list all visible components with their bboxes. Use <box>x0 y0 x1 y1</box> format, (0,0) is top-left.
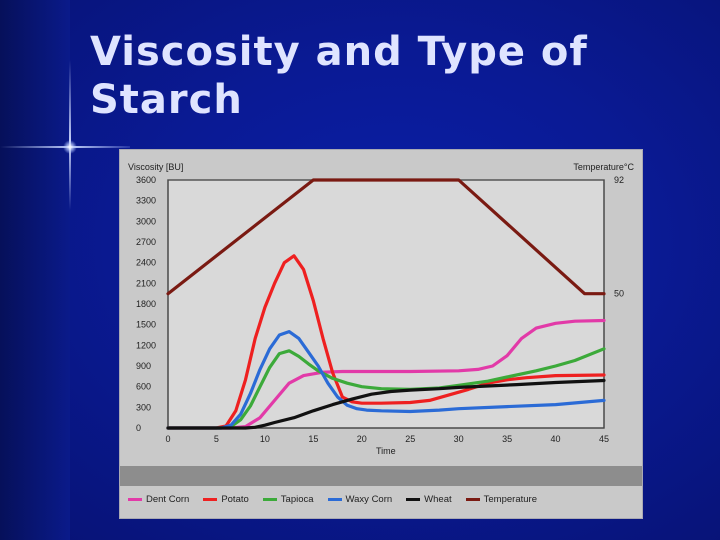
series-line-temperature <box>166 178 606 296</box>
legend-swatch <box>465 497 480 501</box>
plot-frame <box>167 179 605 429</box>
y-tick-label: 3600 <box>136 175 156 185</box>
slide-title: Viscosity and Type of Starch <box>90 29 588 123</box>
legend-item-tapioca: Tapioca <box>262 493 314 505</box>
right-tick-label: 50 <box>614 289 624 299</box>
y-tick-label: 2100 <box>136 278 156 288</box>
series-line-wheat <box>166 378 606 430</box>
x-tick-label: 0 <box>165 434 170 444</box>
legend-label: Tapioca <box>280 493 314 505</box>
chart-legend: Dent Corn Potato Tapioca Waxy Corn Wheat Temp… <box>120 486 642 512</box>
legend-item-temperature: Temperature <box>465 493 537 505</box>
x-axis-label: Time <box>376 446 396 456</box>
x-tick-label: 30 <box>454 434 464 444</box>
y-tick-label: 900 <box>136 361 151 371</box>
chart-plot-area: 0 5 10 15 20 25 30 35 40 45 0 300 600 900 1200 1500 180… <box>136 175 624 444</box>
slide-left-band <box>0 0 70 540</box>
x-tick-label: 45 <box>599 434 609 444</box>
legend-header-band <box>120 466 642 486</box>
series-line-dent-corn <box>166 318 606 430</box>
x-tick-label: 10 <box>260 434 270 444</box>
legend-swatch <box>262 497 277 501</box>
y-tick-label: 1800 <box>136 299 156 309</box>
x-tick-label: 20 <box>357 434 367 444</box>
legend-label: Potato <box>221 493 249 505</box>
x-tick-label: 40 <box>551 434 561 444</box>
y-tick-label: 3300 <box>136 196 156 206</box>
legend-item-wheat: Wheat <box>406 493 452 505</box>
legend-label: Wheat <box>424 493 452 505</box>
legend-label: Temperature <box>483 493 537 505</box>
right-tick-label: 92 <box>614 175 624 185</box>
light-flare-center <box>63 140 77 154</box>
y-tick-label: 3000 <box>136 216 156 226</box>
legend-label: Dent Corn <box>146 493 190 505</box>
x-tick-label: 25 <box>405 434 415 444</box>
y-axis-label-right: Temperature°C <box>573 162 634 172</box>
legend-item-dent-corn: Dent Corn <box>128 494 189 505</box>
y-tick-label: 1500 <box>136 320 156 330</box>
y-axis-label-left: Viscosity [BU] <box>128 162 184 172</box>
y-tick-label: 2700 <box>136 237 156 247</box>
legend-swatch <box>128 497 142 501</box>
legend-item-waxy-corn: Waxy Corn <box>327 493 393 505</box>
series-line-tapioca <box>166 347 606 430</box>
light-flare-vertical <box>69 60 71 210</box>
y-tick-label: 600 <box>136 382 151 392</box>
legend-item-potato: Potato <box>203 493 249 505</box>
legend-swatch <box>406 497 421 501</box>
y-tick-label: 2400 <box>136 258 156 268</box>
legend-swatch <box>327 497 342 501</box>
x-tick-label: 5 <box>214 434 219 444</box>
x-tick-label: 35 <box>502 434 512 444</box>
series-line-waxy-corn <box>166 330 606 430</box>
x-tick-label: 15 <box>308 434 318 444</box>
viscosity-chart: 0 5 10 15 20 25 30 35 40 45 0 300 600 900 1200 1500 180… <box>120 150 642 518</box>
y-tick-label: 0 <box>136 423 141 433</box>
y-tick-label: 1200 <box>136 340 156 350</box>
legend-swatch <box>203 497 218 501</box>
legend-label: Waxy Corn <box>345 493 393 505</box>
y-tick-label: 300 <box>136 402 151 412</box>
